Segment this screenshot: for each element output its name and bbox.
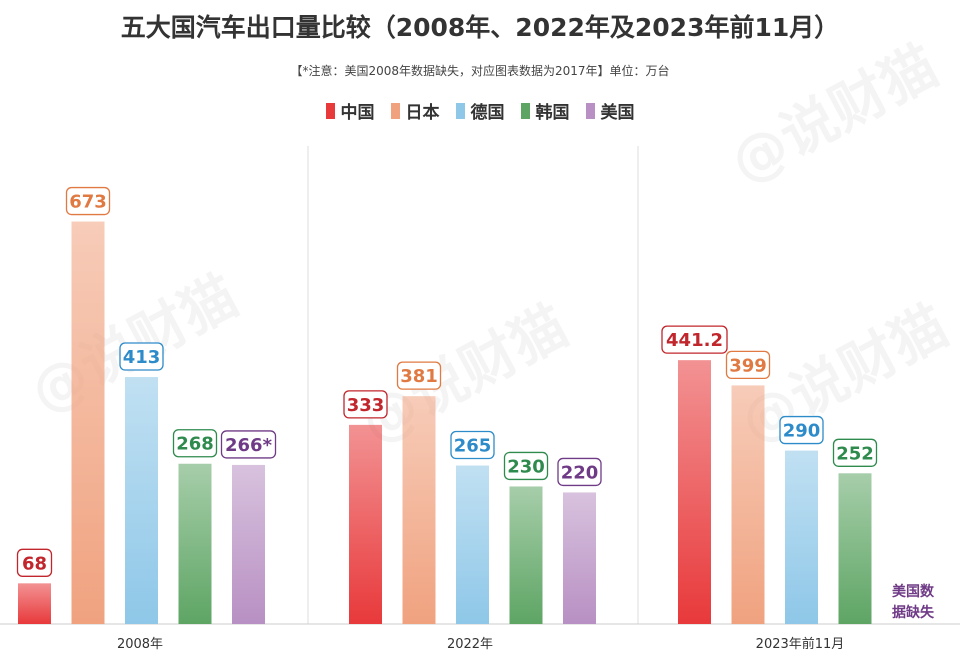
x-tick-label-1: 2008年 xyxy=(117,637,163,652)
chart-subtitle: 【*注意：美国2008年数据缺失，对应图表数据为2017年】单位：万台 xyxy=(290,64,670,78)
data-label-box-china-1 xyxy=(16,548,53,577)
bar-germany-3 xyxy=(785,450,818,624)
legend: 中国 日本 德国 韩国 美国 xyxy=(0,98,960,123)
data-label-japan-2: 381 xyxy=(400,366,438,387)
data-label-germany-2: 265 xyxy=(454,436,492,457)
bar-japan-1 xyxy=(71,221,105,624)
bar-korea-2 xyxy=(509,486,543,624)
legend-item-germany: 德国 xyxy=(455,98,505,123)
legend-swatch-usa xyxy=(585,102,595,119)
bar-usa-1 xyxy=(232,464,265,624)
legend-swatch-korea xyxy=(520,102,530,119)
data-label-korea-3: 252 xyxy=(836,443,874,464)
legend-item-china: 中国 xyxy=(325,98,375,123)
bar-usa-2 xyxy=(563,492,596,624)
data-label-box-germany-2 xyxy=(450,430,495,460)
data-label-box-korea-3 xyxy=(832,438,878,467)
bar-china-3 xyxy=(678,360,711,624)
bar-germany-1 xyxy=(125,377,158,624)
bar-japan-2 xyxy=(402,396,436,624)
annotation-us-missing-line-1: 美国数 xyxy=(892,583,935,600)
data-label-germany-1: 413 xyxy=(123,347,161,368)
x-tick-label-2: 2022年 xyxy=(447,637,493,652)
annotation-us-missing-line-2: 据缺失 xyxy=(892,604,935,621)
legend-item-japan: 日本 xyxy=(390,98,440,123)
data-label-box-usa-2 xyxy=(557,457,602,487)
data-label-usa-1: 266* xyxy=(225,435,273,456)
legend-label-china: 中国 xyxy=(340,103,375,123)
x-tick-label-3: 2023年前11月 xyxy=(756,636,845,652)
data-label-japan-3: 399 xyxy=(729,355,767,376)
data-label-box-usa-1 xyxy=(220,430,277,459)
bar-korea-3 xyxy=(838,473,872,624)
legend-swatch-japan xyxy=(390,102,400,119)
data-label-box-korea-2 xyxy=(503,451,549,481)
legend-item-korea: 韩国 xyxy=(520,98,570,123)
data-label-germany-3: 290 xyxy=(783,421,821,442)
data-label-box-korea-1 xyxy=(172,429,218,458)
data-label-box-germany-1 xyxy=(119,342,164,371)
data-label-box-germany-3 xyxy=(779,415,824,445)
data-label-china-3: 441.2 xyxy=(666,330,723,351)
bar-germany-2 xyxy=(456,465,489,624)
legend-label-japan: 日本 xyxy=(405,103,440,123)
bar-china-1 xyxy=(18,583,51,624)
data-label-box-japan-1 xyxy=(65,186,111,216)
data-label-box-china-2 xyxy=(343,390,388,419)
bar-korea-1 xyxy=(178,463,212,624)
bar-japan-3 xyxy=(731,385,765,624)
legend-swatch-china xyxy=(325,102,335,119)
data-label-usa-2: 220 xyxy=(561,462,599,483)
legend-item-usa: 美国 xyxy=(585,98,635,123)
legend-swatch-germany xyxy=(455,102,465,119)
data-label-box-japan-2 xyxy=(396,361,442,390)
legend-label-germany: 德国 xyxy=(470,103,505,123)
data-label-japan-1: 673 xyxy=(69,192,107,213)
legend-label-korea: 韩国 xyxy=(535,103,570,123)
legend-label-usa: 美国 xyxy=(600,103,635,123)
data-label-china-2: 333 xyxy=(347,395,385,416)
data-label-box-china-3 xyxy=(661,325,728,354)
bar-china-2 xyxy=(349,424,382,624)
data-label-box-japan-3 xyxy=(725,350,771,380)
data-label-china-1: 68 xyxy=(22,553,47,574)
chart-title: 五大国汽车出口量比较（2008年、2022年及2023年前11月） xyxy=(120,13,840,42)
data-label-korea-2: 230 xyxy=(507,456,545,477)
data-label-korea-1: 268 xyxy=(176,434,214,455)
